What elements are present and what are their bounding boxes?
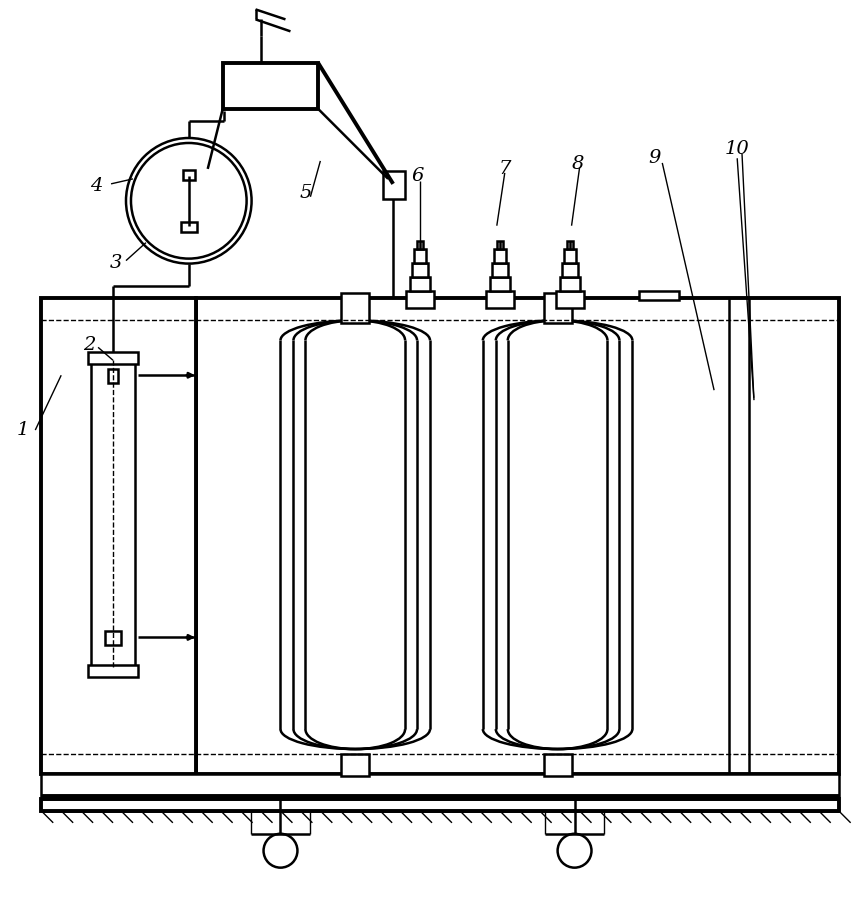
Bar — [383, 171, 405, 198]
Bar — [406, 291, 434, 308]
Bar — [640, 291, 680, 301]
Circle shape — [131, 143, 247, 259]
Text: 8: 8 — [571, 155, 583, 173]
Text: 9: 9 — [648, 149, 661, 167]
Bar — [563, 249, 575, 262]
Text: 5: 5 — [299, 184, 312, 202]
Bar — [91, 360, 135, 669]
Bar — [494, 249, 506, 262]
Bar — [42, 298, 196, 774]
Bar — [567, 241, 573, 249]
Bar — [412, 262, 428, 277]
Bar — [562, 262, 577, 277]
Text: 1: 1 — [17, 421, 30, 439]
Bar — [543, 754, 571, 776]
Bar — [560, 277, 580, 291]
Bar — [492, 262, 508, 277]
Bar — [183, 170, 194, 180]
Bar — [196, 298, 838, 774]
Bar — [105, 631, 121, 646]
Bar — [543, 294, 571, 323]
Bar — [89, 665, 138, 677]
Circle shape — [264, 833, 298, 867]
Bar — [181, 222, 197, 232]
Text: 3: 3 — [110, 253, 122, 271]
Bar — [556, 291, 583, 308]
Bar — [496, 241, 503, 249]
Text: 2: 2 — [83, 337, 95, 355]
Bar — [486, 291, 514, 308]
Bar — [341, 754, 369, 776]
Bar — [223, 63, 319, 109]
Bar — [417, 241, 423, 249]
Bar — [42, 799, 838, 811]
Text: 6: 6 — [411, 167, 424, 185]
Bar — [108, 369, 118, 383]
Text: 4: 4 — [90, 177, 102, 195]
Bar — [414, 249, 426, 262]
Bar — [89, 352, 138, 365]
Circle shape — [557, 833, 591, 867]
Bar — [42, 774, 838, 796]
Bar — [341, 294, 369, 323]
Bar — [490, 277, 510, 291]
Text: 10: 10 — [725, 140, 749, 158]
Bar — [410, 277, 430, 291]
Circle shape — [126, 138, 252, 264]
Text: 7: 7 — [498, 160, 511, 178]
